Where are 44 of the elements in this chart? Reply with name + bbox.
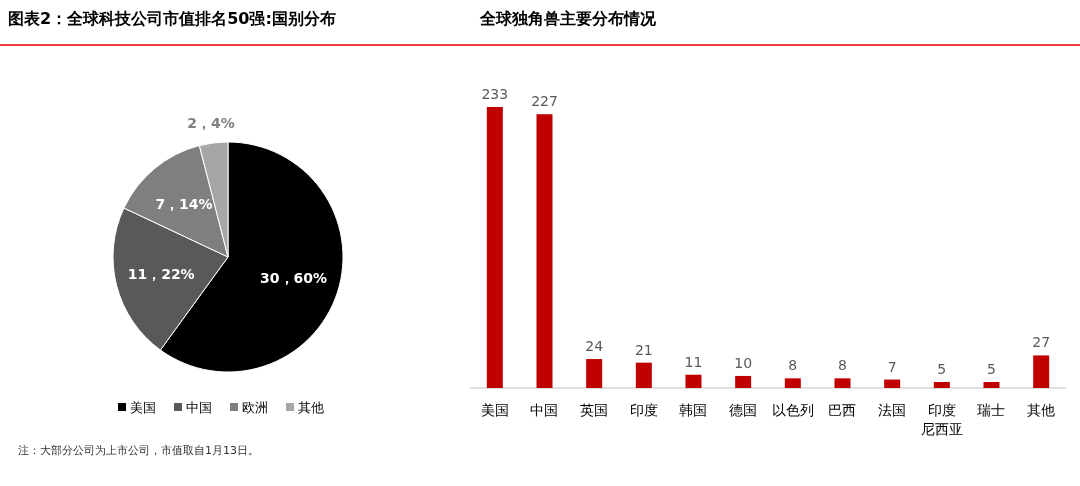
x-tick-label: 以色列 — [770, 401, 815, 420]
bar — [1033, 355, 1050, 388]
data-label: 2，4% — [187, 115, 235, 132]
x-tick-label: 法国 — [877, 401, 908, 420]
bar — [735, 375, 752, 388]
bar — [486, 107, 503, 388]
x-tick-label: 美国 — [479, 401, 510, 420]
x-tick-label: 巴西 — [827, 401, 858, 420]
data-label: 5 — [937, 360, 947, 377]
chart-title: 图表2：全球科技公司市值排名50强:国别分布 — [8, 9, 336, 28]
x-tick-label: 英国 — [579, 401, 610, 420]
data-label: 7，14% — [155, 195, 213, 212]
bar — [586, 359, 603, 388]
data-label: 11 — [684, 353, 703, 370]
data-label: 8 — [838, 357, 847, 374]
bar — [635, 362, 652, 388]
bar — [685, 374, 702, 388]
data-label: 24 — [585, 338, 604, 355]
bar — [536, 114, 553, 388]
x-tick-label: 瑞士 — [976, 401, 1007, 420]
data-label: 227 — [531, 93, 558, 110]
data-label: 27 — [1032, 334, 1051, 351]
x-tick-label: 印度 — [628, 401, 659, 420]
x-tick-label: 印度尼西亚 — [919, 401, 964, 439]
x-tick-label: 德国 — [728, 401, 759, 420]
data-label: 233 — [481, 86, 509, 102]
chart-title: 全球独角兽主要分布情况 — [479, 9, 657, 28]
bar — [933, 381, 950, 388]
data-label: 21 — [634, 341, 653, 358]
x-tick-label: 其他 — [1026, 401, 1057, 420]
data-label: 7 — [887, 358, 897, 375]
bar — [884, 379, 901, 388]
text: 注：大部分公司为上市公司，市值取自1月13日。 — [18, 444, 259, 457]
data-label: 10 — [734, 354, 753, 371]
x-tick-label: 韩国 — [678, 401, 709, 420]
data-label: 8 — [788, 357, 798, 374]
bar — [834, 378, 851, 388]
bar — [983, 381, 1000, 388]
bar — [784, 378, 801, 388]
data-label: 30，60% — [260, 270, 328, 287]
legend-label: 欧洲 — [242, 400, 268, 415]
data-label: 5 — [987, 360, 996, 377]
x-tick-label: 中国 — [529, 401, 560, 420]
data-label: 11，22% — [127, 266, 195, 283]
